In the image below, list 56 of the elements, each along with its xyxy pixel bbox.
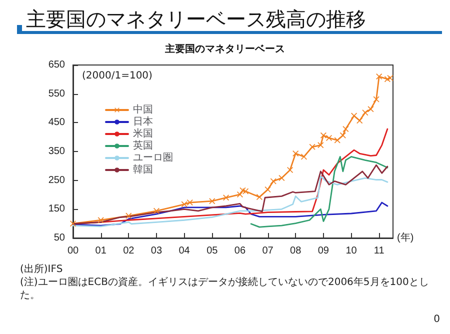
x-tick-label: 06 [234, 246, 246, 256]
y-tick-label: 350 [48, 146, 66, 157]
chart-subtitle: 主要国のマネタリーベース [164, 42, 286, 56]
legend-label: 英国 [133, 140, 153, 152]
point [287, 166, 294, 173]
line-series [250, 156, 388, 228]
point [256, 194, 262, 200]
x-tick-label: 02 [123, 246, 135, 256]
point [270, 178, 276, 184]
x-tick-label: 04 [178, 246, 190, 256]
point [373, 96, 380, 102]
point [292, 150, 299, 157]
point [320, 132, 326, 138]
point [209, 198, 216, 204]
point [126, 212, 132, 219]
x-tick-label: 03 [150, 246, 162, 256]
point [153, 208, 160, 214]
point [356, 118, 363, 124]
point [340, 132, 346, 138]
legend-label: 中国 [133, 104, 153, 116]
y-tick-label: 250 [48, 174, 66, 186]
point [376, 74, 382, 80]
point [181, 201, 188, 208]
annotation: (2000/1=100) [82, 70, 153, 82]
text: (注)ユーロ圏はECBの資産。イギリスはデータが接続していないので2006年5月を100とした。 [20, 276, 430, 302]
legend-label: 日本 [133, 116, 153, 128]
y-tick-label: 650 [48, 60, 66, 70]
y-tick-label: 450 [48, 117, 66, 128]
point [318, 142, 324, 148]
x-tick-label: 07 [262, 246, 274, 256]
point [223, 194, 230, 201]
x-tick-label: 00 [67, 246, 79, 256]
legend-label: 韓国 [133, 164, 153, 176]
point [309, 144, 316, 150]
point [384, 76, 390, 82]
point [70, 220, 76, 227]
point [236, 191, 243, 198]
x-tick-label: 09 [318, 246, 330, 256]
x-tick-label: 08 [290, 246, 302, 256]
y-tick-label: 550 [48, 88, 66, 100]
chart-title: 主要国のマネタリーベース残高の推移 [26, 6, 366, 33]
x-tick-label: 11 [374, 246, 385, 256]
text: 0 [434, 314, 440, 325]
y-tick-label: 50 [54, 232, 66, 244]
point [98, 217, 104, 224]
x-tick-label: 01 [95, 246, 107, 256]
point [334, 137, 340, 144]
text: (出所)IFS [20, 263, 64, 276]
legend-label: 米国 [133, 128, 153, 140]
y-tick-label: 150 [48, 204, 66, 215]
x-axis-title: (年) [397, 232, 414, 244]
legend-label: ユーロ圏 [133, 152, 173, 164]
point [186, 200, 193, 206]
x-tick-label: 10 [346, 246, 358, 256]
x-tick-label: 05 [206, 246, 218, 256]
point [326, 134, 332, 141]
